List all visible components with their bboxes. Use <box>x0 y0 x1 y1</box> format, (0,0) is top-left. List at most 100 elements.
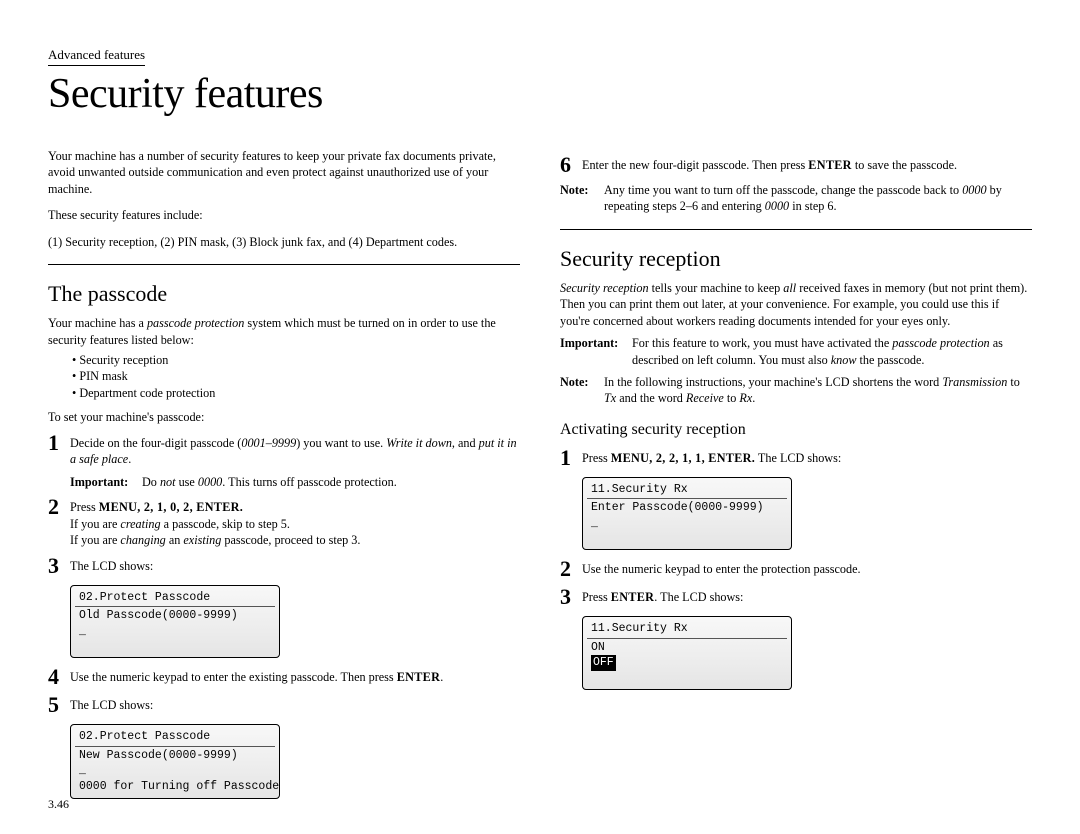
bullet-item: PIN mask <box>72 368 520 384</box>
lcd-title: 02.Protect Passcode <box>75 729 275 747</box>
text: to <box>1007 375 1020 389</box>
text: shows: <box>116 698 153 712</box>
security-intro: Security reception tells your machine to… <box>560 280 1032 329</box>
step-body: The LCD shows: <box>70 555 520 574</box>
text: not <box>160 475 176 489</box>
note-text: In the following instructions, your mach… <box>604 374 1032 407</box>
lcd-title: 11.Security Rx <box>587 482 787 500</box>
right-column: 6 Enter the new four-digit passcode. The… <box>560 148 1032 807</box>
text: (1) Security reception, (2) <box>48 235 178 249</box>
text: For this feature to work, you must have … <box>632 336 892 350</box>
step-number: 2 <box>48 496 70 518</box>
lcd-display: 02.Protect Passcode Old Passcode(0000-99… <box>70 585 280 659</box>
text: Do <box>142 475 160 489</box>
text: Decide on the four-digit passcode ( <box>70 436 241 450</box>
text: shows: <box>707 590 744 604</box>
text: . <box>128 452 131 466</box>
important-label: Important: <box>70 474 142 490</box>
step-number: 6 <box>560 154 582 176</box>
text: If you are <box>70 517 120 531</box>
lcd-title: 11.Security Rx <box>587 621 787 639</box>
text: . The <box>654 590 682 604</box>
activating-subtitle: Activating security reception <box>560 419 1032 441</box>
features-intro: These security features include: <box>48 207 520 223</box>
lcd-line: _ <box>79 763 271 779</box>
features-line: (1) Security reception, (2) PIN mask, (3… <box>48 234 520 250</box>
text: and the word <box>616 391 686 405</box>
bullet-item: Department code protection <box>72 385 520 401</box>
important-label: Important: <box>560 335 632 368</box>
step-number: 3 <box>560 586 582 608</box>
text: Tx <box>604 391 616 405</box>
text: mask, (3) Block junk fax, and (4) Depart… <box>197 235 457 249</box>
text: MENU, 2, 1, 0, 2, ENTER. <box>99 500 243 514</box>
text: The <box>70 559 92 573</box>
text: MENU, 2, 2, 1, 1, ENTER. <box>611 451 755 465</box>
text: existing <box>183 533 221 547</box>
lcd-line <box>591 531 783 545</box>
section-header: Advanced features <box>48 47 145 66</box>
text: Press <box>582 590 611 604</box>
note-label: Note: <box>560 374 604 407</box>
text: passcode, proceed to step 3. <box>221 533 360 547</box>
bullet-item: Security reception <box>72 352 520 368</box>
lcd-line <box>591 671 783 685</box>
text: Press <box>70 500 99 514</box>
text: 0000 <box>962 183 986 197</box>
text: 0001–9999 <box>241 436 296 450</box>
step-body: Decide on the four-digit passcode (0001–… <box>70 432 520 468</box>
lcd-line <box>79 639 271 653</box>
lcd-display: 11.Security Rx Enter Passcode(0000-9999)… <box>582 477 792 551</box>
text: Any time you want to turn off the passco… <box>604 183 962 197</box>
lcd-line: OFF <box>591 655 783 671</box>
text: know <box>831 353 857 367</box>
text: Press <box>582 451 611 465</box>
step-body: Use the numeric keypad to enter the exis… <box>70 666 520 685</box>
text: the passcode. <box>856 353 924 367</box>
text: creating <box>120 517 160 531</box>
step-number: 1 <box>560 447 582 469</box>
left-column: Your machine has a number of security fe… <box>48 148 520 807</box>
text: If you are <box>70 533 120 547</box>
text: Receive <box>686 391 724 405</box>
lcd-line: Enter Passcode(0000-9999) <box>591 500 783 516</box>
r-step-2: 2 Use the numeric keypad to enter the pr… <box>560 558 1032 580</box>
text: The <box>70 698 92 712</box>
lcd-display: 11.Security Rx ON OFF <box>582 616 792 690</box>
text: passcode protection <box>892 336 989 350</box>
text: , and <box>452 436 479 450</box>
lcd-display: 02.Protect Passcode New Passcode(0000-99… <box>70 724 280 799</box>
step-number: 5 <box>48 694 70 716</box>
intro-text: Your machine has a number of security fe… <box>48 148 520 197</box>
text: The <box>755 451 780 465</box>
text: in step 6. <box>789 199 836 213</box>
text: Use the numeric keypad to enter the exis… <box>70 670 397 684</box>
text: Security reception <box>560 281 649 295</box>
step-2: 2 Press MENU, 2, 1, 0, 2, ENTER. If you … <box>48 496 520 548</box>
text: use <box>176 475 198 489</box>
text: Enter the new four-digit passcode. Then … <box>582 158 808 172</box>
text: LCD <box>825 375 849 389</box>
text: LCD <box>92 559 116 573</box>
step-body: Use the numeric keypad to enter the prot… <box>582 558 1032 577</box>
step-body: The LCD shows: <box>70 694 520 713</box>
lcd-highlight: OFF <box>591 655 616 671</box>
lcd-line: Old Passcode(0000-9999) <box>79 608 271 624</box>
step-6: 6 Enter the new four-digit passcode. The… <box>560 154 1032 176</box>
note: Note: Any time you want to turn off the … <box>560 182 1032 215</box>
important-text: For this feature to work, you must have … <box>632 335 1032 368</box>
page-number: 3.46 <box>48 797 69 812</box>
divider <box>48 264 520 265</box>
step-body: Press ENTER. The LCD shows: <box>582 586 1032 605</box>
text: . <box>440 670 443 684</box>
text: . <box>752 391 755 405</box>
step-1: 1 Decide on the four-digit passcode (000… <box>48 432 520 468</box>
note-text: Any time you want to turn off the passco… <box>604 182 1032 215</box>
step-5: 5 The LCD shows: <box>48 694 520 716</box>
passcode-bullets: Security reception PIN mask Department c… <box>72 352 520 401</box>
text: . This turns off passcode protection. <box>222 475 397 489</box>
r-step-1: 1 Press MENU, 2, 2, 1, 1, ENTER. The LCD… <box>560 447 1032 469</box>
text: to save the passcode. <box>852 158 957 172</box>
text: ENTER <box>397 670 441 684</box>
lcd-line: _ <box>591 516 783 532</box>
